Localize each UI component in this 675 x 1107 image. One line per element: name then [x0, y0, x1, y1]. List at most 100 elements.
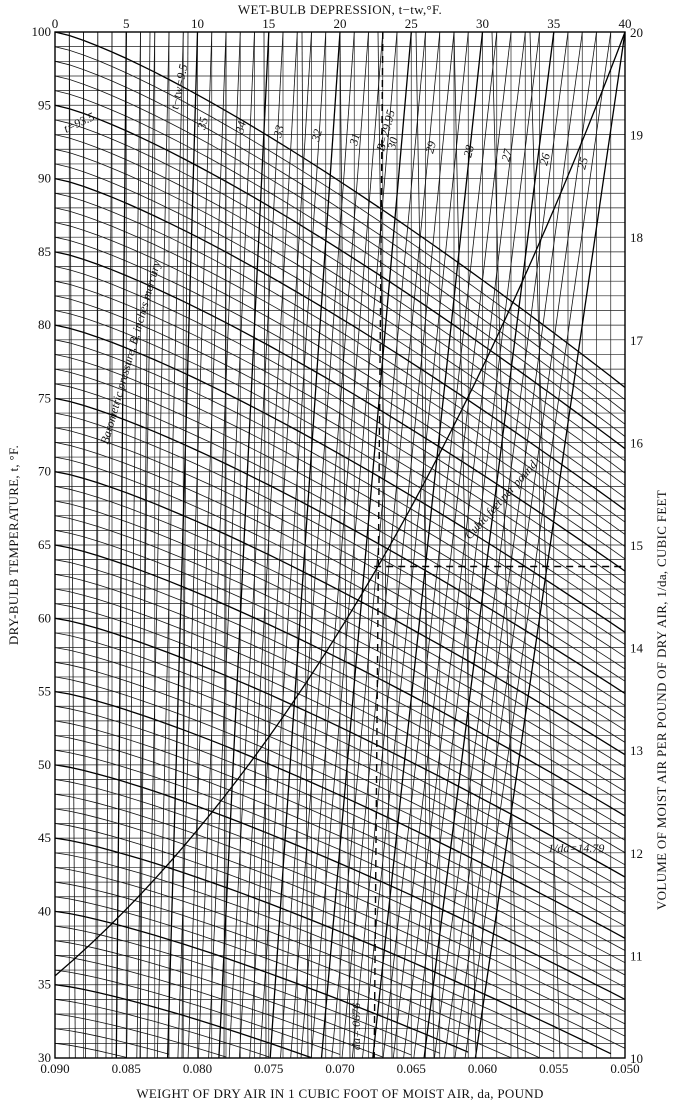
temperature-curve	[54, 310, 626, 621]
temperature-curve	[54, 588, 626, 853]
temperature-curve	[54, 529, 626, 804]
temperature-curve	[54, 31, 626, 389]
temperature-curve	[54, 647, 626, 902]
temperature-curve	[54, 955, 383, 1058]
chart-curves	[54, 31, 626, 1059]
temperature-curve	[54, 823, 626, 1049]
temperature-curve	[54, 471, 626, 756]
depression-line	[474, 31, 626, 1059]
left-tick-label: 100	[32, 24, 52, 39]
barometer-value-label: 25	[574, 156, 591, 171]
top-axis-ticks: 0 5 10 15 20 25 30 35 40	[52, 16, 632, 31]
temperature-curve	[54, 1042, 127, 1058]
temperature-curve	[54, 148, 626, 486]
temperature-curve	[54, 368, 626, 670]
temperature-curve	[54, 75, 626, 425]
temperature-curve	[54, 354, 626, 658]
bottom-axis-ticks: 0.090 0.085 0.080 0.075 0.070 0.065 0.060 0.055…	[40, 1061, 639, 1076]
right-tick-label: 20	[630, 25, 643, 40]
top-tick-label: 0	[52, 16, 59, 31]
barometer-labels: 35 34 33 32 31 30 29 28 27 26 25	[194, 116, 591, 171]
depression-line	[423, 31, 555, 1059]
right-axis-title: VOLUME OF MOIST AIR PER POUND OF DRY AIR…	[654, 490, 669, 910]
barometer-line	[139, 31, 151, 1059]
depression-line	[136, 31, 156, 1059]
depression-line	[444, 31, 583, 1059]
depression-line	[300, 31, 384, 1059]
depression-line	[320, 31, 412, 1059]
barometer-value-label: 35	[194, 116, 211, 132]
left-tick-label: 70	[38, 464, 51, 479]
barometer-value-label: 29	[422, 140, 439, 155]
temperature-curve	[54, 808, 626, 1037]
depression-line	[198, 31, 241, 1059]
barometer-line	[491, 31, 519, 1059]
temperature-curve	[54, 617, 626, 878]
temperature-curve	[54, 676, 626, 927]
temperature-curve	[54, 60, 626, 413]
temperature-curve	[54, 881, 540, 1059]
temperature-curve	[54, 632, 626, 890]
barometer-line	[415, 31, 435, 1059]
top-tick-label: 15	[262, 16, 275, 31]
temperature-curve	[54, 764, 626, 1000]
bottom-tick-label: 0.090	[40, 1061, 69, 1076]
depression-line	[156, 31, 184, 1059]
temperature-curve	[54, 984, 312, 1059]
bottom-tick-label: 0.085	[112, 1061, 141, 1076]
right-axis-ticks: 10 11 12 13 14 15 16 17 18 19 20	[630, 25, 644, 1066]
annotation-inv-da: 1/da=14.79	[548, 841, 604, 855]
temperature-curve	[54, 119, 626, 462]
depression-line	[228, 31, 284, 1059]
temperature-curve	[54, 867, 554, 1053]
annotation-t: t=93.5	[61, 109, 96, 135]
top-tick-label: 40	[619, 16, 632, 31]
depression-line	[83, 31, 86, 1059]
barometer-line	[339, 31, 351, 1059]
depression-line	[126, 31, 141, 1059]
temperature-curve	[54, 177, 626, 511]
left-tick-label: 50	[38, 757, 51, 772]
volume-line	[54, 31, 626, 977]
right-tick-label: 14	[630, 641, 644, 656]
depression-line	[68, 31, 76, 1059]
depression-line	[413, 31, 540, 1059]
right-tick-label: 10	[630, 1051, 643, 1066]
left-axis-title: DRY-BULB TEMPERATURE, t, °F.	[6, 445, 21, 645]
temperature-curve	[54, 910, 469, 1053]
barometer-value-label: 33	[270, 124, 287, 140]
left-tick-label: 80	[38, 317, 51, 332]
barometer-value-label: 34	[232, 120, 249, 136]
barometer-line	[301, 31, 309, 1059]
temperature-curve	[54, 793, 626, 1025]
depression-line	[166, 31, 199, 1059]
top-tick-label: 5	[123, 16, 130, 31]
depression-line	[382, 31, 498, 1059]
temperature-curve	[54, 324, 626, 633]
temperature-curve	[54, 500, 626, 780]
bottom-tick-label: 0.060	[468, 1061, 497, 1076]
right-tick-label: 19	[630, 128, 643, 143]
depression-line	[464, 31, 612, 1059]
depression-line	[105, 31, 113, 1059]
temperature-curve	[54, 222, 626, 547]
barometer-line	[263, 31, 267, 1059]
bottom-axis-title: WEIGHT OF DRY AIR IN 1 CUBIC FOOT OF MOI…	[136, 1086, 543, 1101]
bottom-tick-label: 0.050	[610, 1061, 639, 1076]
depression-line	[403, 31, 526, 1059]
bottom-tick-label: 0.075	[254, 1061, 283, 1076]
depression-line	[454, 31, 597, 1059]
depression-line	[146, 31, 170, 1059]
top-axis-title: WET-BULB DEPRESSION, t−tw,°F.	[238, 2, 442, 17]
barometer-lines	[139, 31, 561, 1059]
left-tick-label: 85	[38, 244, 51, 259]
barometer-value-label: 28	[460, 144, 477, 159]
temperature-curve	[54, 720, 626, 964]
temperature-curve	[54, 295, 626, 609]
right-tick-label: 12	[630, 846, 643, 861]
top-tick-label: 25	[405, 16, 418, 31]
temperature-curve	[54, 412, 626, 707]
left-tick-label: 55	[38, 684, 51, 699]
temperature-curve	[54, 104, 626, 450]
